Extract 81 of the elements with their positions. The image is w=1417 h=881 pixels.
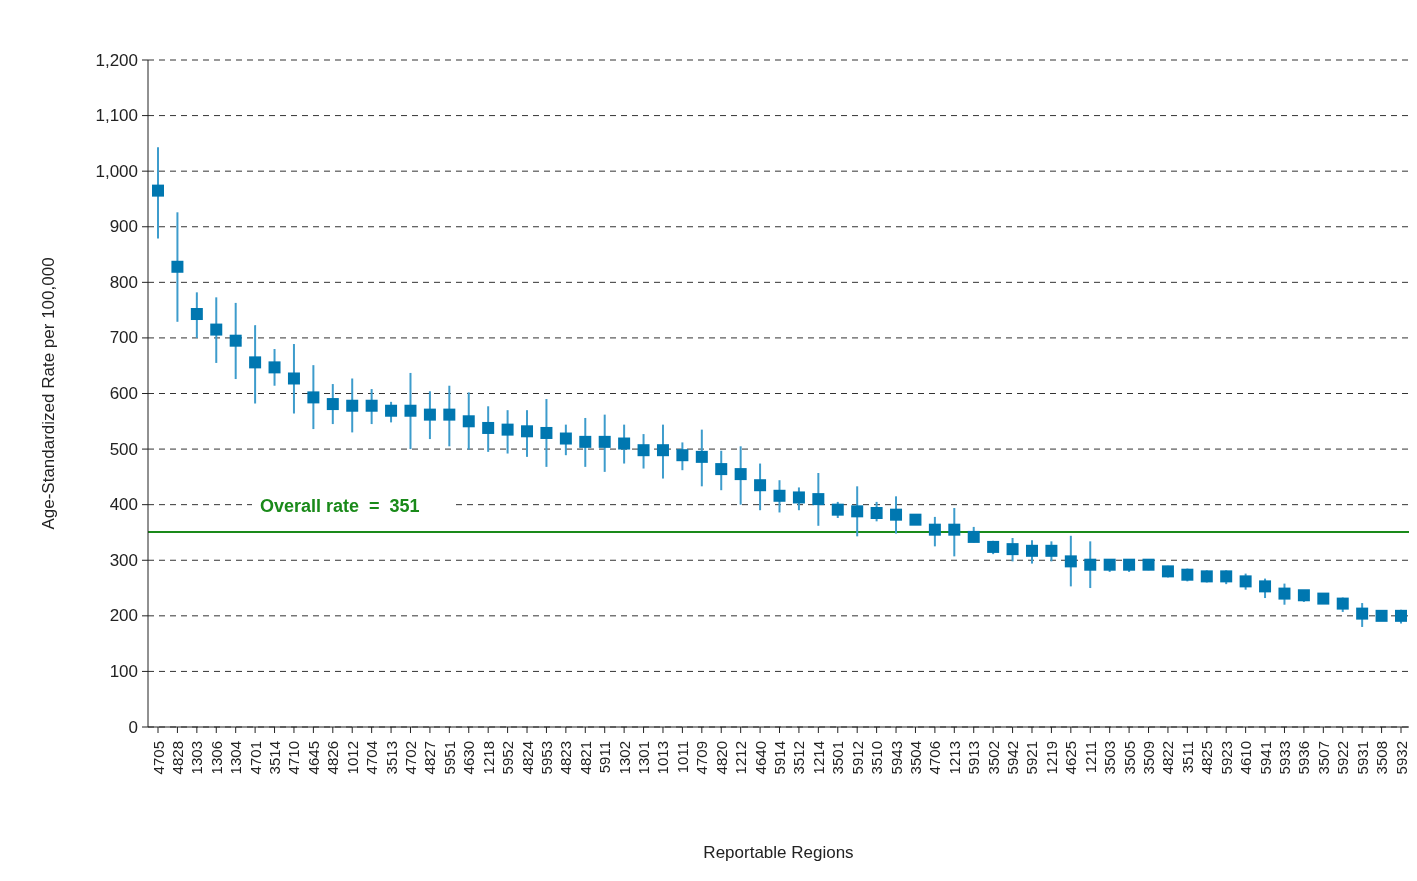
x-tick-label: 5953 (537, 741, 555, 775)
x-tick-label: 5911 (596, 741, 614, 774)
x-tick-label: 1211 (1081, 741, 1099, 774)
x-tick-label: 5936 (1295, 741, 1313, 775)
x-tick-label: 3509 (1140, 741, 1158, 775)
x-tick-label: 4710 (285, 741, 303, 775)
x-tick-label: 4825 (1198, 741, 1216, 775)
x-tick-label: 5923 (1217, 741, 1235, 775)
x-tick-label: 1302 (615, 741, 633, 775)
x-tick-label: 3504 (906, 741, 924, 775)
x-tick-label: 3507 (1314, 741, 1332, 775)
y-tick-label: 300 (109, 550, 138, 570)
x-tick-label: 5933 (1275, 741, 1293, 775)
x-tick-label: 4625 (1062, 741, 1080, 775)
x-tick-label: 3503 (1101, 741, 1119, 775)
y-tick-label: 100 (109, 661, 138, 681)
x-tick-label: 1303 (188, 741, 206, 775)
x-tick-label: 4701 (246, 741, 264, 775)
x-tick-label: 4822 (1159, 741, 1177, 775)
x-tick-label: 5913 (965, 741, 983, 775)
x-tick-label: 1012 (343, 741, 361, 775)
x-tick-label: 4705 (149, 741, 167, 775)
x-tick-label: 3508 (1373, 741, 1391, 775)
x-tick-label: 5912 (848, 741, 866, 775)
y-tick-label: 1,100 (95, 106, 138, 126)
y-tick-label: 900 (109, 217, 138, 237)
x-tick-label: 5952 (499, 741, 517, 775)
x-tick-label: 1214 (809, 741, 827, 775)
x-tick-label: 4826 (324, 741, 342, 775)
x-tick-label: 5932 (1392, 741, 1410, 775)
x-tick-label: 3501 (829, 741, 847, 775)
x-tick-label: 3513 (382, 741, 400, 775)
x-tick-label: 1306 (207, 741, 225, 775)
x-tick-label: 1218 (479, 741, 497, 775)
x-tick-label: 4704 (363, 741, 381, 775)
x-tick-label: 3505 (1120, 741, 1138, 775)
y-tick-label: 200 (109, 606, 138, 626)
x-tick-label: 4827 (421, 741, 439, 775)
x-tick-label: 5941 (1256, 741, 1274, 775)
x-tick-label: 4610 (1237, 741, 1255, 775)
y-tick-label: 0 (128, 717, 138, 737)
x-tick-label: 3510 (868, 741, 886, 775)
x-tick-label: 5921 (1023, 741, 1041, 775)
x-tick-label: 4821 (576, 741, 594, 775)
x-tick-label: 1301 (635, 741, 653, 775)
y-tick-label: 500 (109, 439, 138, 459)
ref-line-label: Overall rate = 351 (260, 495, 420, 516)
x-tick-label: 1213 (945, 741, 963, 775)
x-tick-label: 5951 (440, 741, 458, 775)
x-tick-label: 3512 (790, 741, 808, 775)
y-tick-label: 600 (109, 384, 138, 403)
x-tick-label: 1219 (1042, 741, 1060, 775)
x-tick-label: 5922 (1334, 741, 1352, 775)
x-tick-label: 3502 (984, 741, 1002, 775)
x-tick-label: 3511 (1178, 741, 1196, 774)
y-tick-label: 800 (109, 272, 138, 292)
x-tick-label: 4709 (693, 741, 711, 775)
x-tick-label: 4630 (460, 741, 478, 775)
x-tick-label: 4645 (304, 741, 322, 775)
x-tick-label: 3514 (266, 741, 284, 775)
y-tick-label: 1,200 (95, 50, 138, 70)
y-axis-title: Age-Standardized Rate per 100,000 (39, 257, 59, 530)
x-tick-label: 5943 (887, 741, 905, 775)
x-tick-label: 1013 (654, 741, 672, 775)
x-tick-label: 5931 (1353, 741, 1371, 775)
x-tick-label: 5914 (771, 741, 788, 775)
y-tick-label: 400 (109, 495, 138, 515)
x-tick-label: 4823 (557, 741, 575, 775)
x-tick-label: 4820 (712, 741, 730, 775)
x-tick-label: 1011 (673, 741, 691, 774)
x-tick-label: 4828 (168, 741, 186, 775)
x-tick-label: 4702 (401, 741, 419, 775)
x-tick-label: 4640 (751, 741, 769, 775)
y-tick-label: 1,000 (95, 161, 138, 181)
x-tick-label: 4824 (518, 741, 536, 775)
x-axis-title: Reportable Regions (703, 843, 854, 862)
x-tick-label: 1304 (227, 741, 245, 775)
x-tick-label: 5942 (1004, 741, 1022, 775)
y-tick-label: 700 (109, 328, 138, 348)
x-tick-label: 4706 (926, 741, 944, 775)
x-tick-label: 1212 (732, 741, 750, 775)
